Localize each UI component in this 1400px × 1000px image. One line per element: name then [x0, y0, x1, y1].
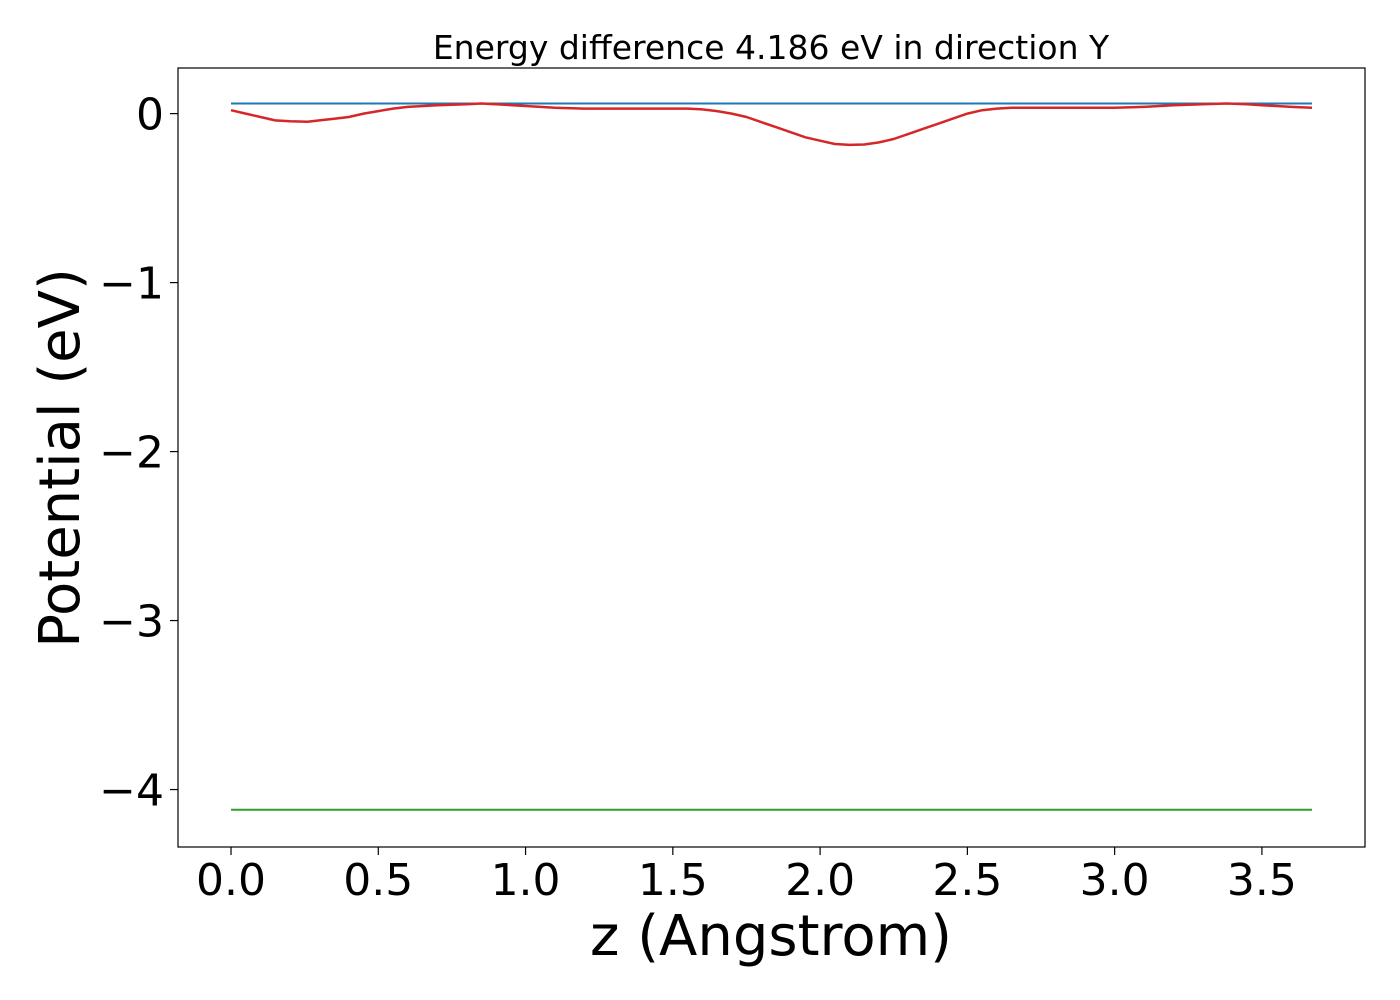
series-line-3 — [230, 102, 1313, 147]
x-tick-label: 2.5 — [932, 855, 1002, 906]
plot-area — [177, 67, 1366, 848]
x-tick-label: 3.5 — [1227, 855, 1297, 906]
x-axis-label: z (Angstrom) — [590, 904, 952, 969]
y-tick-label: −4 — [99, 766, 164, 817]
x-tick-label: 0.5 — [343, 855, 413, 906]
x-tick-label: 1.5 — [638, 855, 708, 906]
chart-title: Energy difference 4.186 eV in direction … — [433, 28, 1110, 67]
x-tick-label: 1.0 — [491, 855, 561, 906]
y-axis-ticks: 0 −1 −2 −3 −4 — [99, 90, 178, 817]
x-axis-ticks: 0.0 0.5 1.0 1.5 2.0 2.5 3.0 3.5 — [196, 847, 1297, 906]
series-layer — [230, 102, 1313, 811]
y-tick-label: −3 — [99, 597, 164, 648]
x-tick-label: 2.0 — [785, 855, 855, 906]
x-tick-label: 0.0 — [196, 855, 266, 906]
y-axis-label: Potential (eV) — [28, 268, 93, 648]
x-tick-label: 3.0 — [1080, 855, 1150, 906]
y-tick-label: −1 — [99, 259, 164, 310]
y-tick-label: −2 — [99, 428, 164, 479]
y-tick-label: 0 — [136, 90, 164, 141]
